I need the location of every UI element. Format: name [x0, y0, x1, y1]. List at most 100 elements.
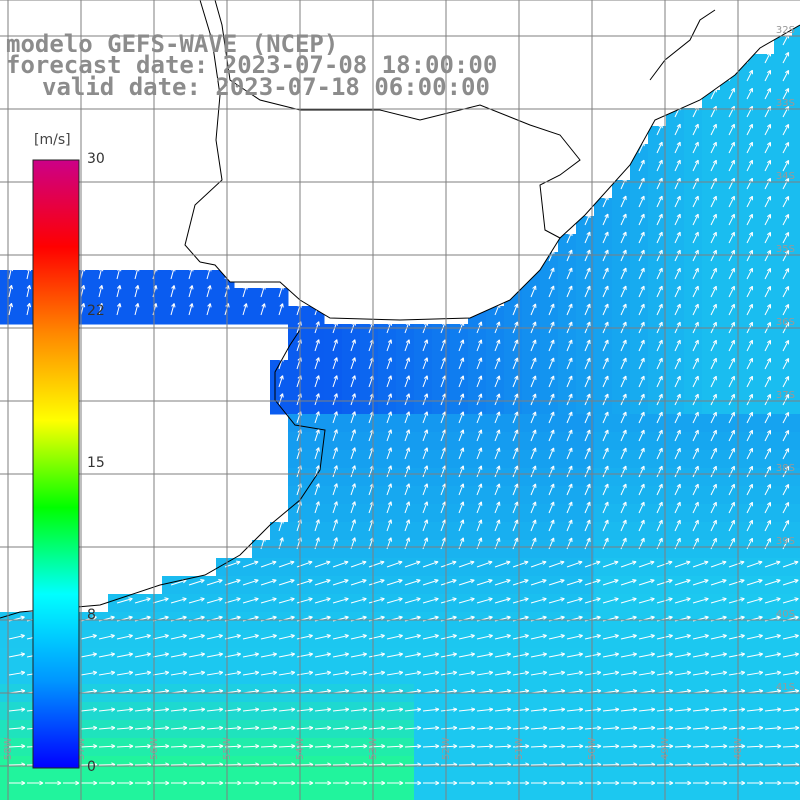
wind-arrow: [476, 465, 483, 478]
wind-cell: [414, 450, 433, 469]
wind-arrow: [656, 159, 663, 172]
wind-arrow: [314, 339, 320, 352]
wind-cell: [720, 216, 739, 235]
latitude-label: 33S: [776, 98, 795, 109]
wind-arrow: [368, 633, 385, 640]
wind-arrow: [566, 285, 573, 298]
wind-cell: [432, 414, 451, 433]
wind-cell: [666, 378, 685, 397]
wind-cell: [414, 396, 433, 415]
wind-cell: [792, 144, 800, 163]
wind-cell: [198, 270, 217, 289]
wind-cell: [702, 432, 721, 451]
wind-arrow: [674, 652, 692, 658]
wind-arrow: [242, 633, 259, 640]
wind-arrow: [584, 744, 602, 749]
wind-arrow: [710, 483, 717, 496]
wind-cell: [360, 486, 379, 505]
wind-cell: [738, 162, 757, 181]
wind-cell: [792, 54, 800, 73]
wind-cell: [414, 324, 433, 343]
wind-arrow: [458, 652, 476, 658]
wind-cell: [306, 378, 325, 397]
wind-arrow: [566, 560, 583, 568]
wind-arrow: [512, 519, 519, 532]
longitude-label: 55W: [222, 737, 233, 760]
wind-cell: [738, 360, 757, 379]
wind-arrow: [170, 597, 187, 604]
wind-cell: [630, 162, 649, 181]
wind-cell: [792, 342, 800, 361]
wind-arrow: [80, 652, 98, 658]
wind-arrow: [602, 267, 609, 280]
wind-arrow: [188, 285, 194, 298]
wind-cell: [774, 288, 793, 307]
wind-arrow: [116, 597, 133, 604]
wind-cell: [648, 414, 667, 433]
wind-arrow: [332, 411, 338, 424]
wind-arrow: [224, 707, 242, 712]
wind-cell: [612, 198, 631, 217]
wind-arrow: [674, 159, 681, 172]
wind-arrow: [116, 744, 134, 749]
wind-cell: [486, 504, 505, 523]
wind-arrow: [206, 285, 212, 298]
wind-cell: [414, 360, 433, 379]
wind-cell: [558, 792, 577, 800]
wind-cell: [396, 522, 415, 541]
wind-arrow: [494, 725, 512, 731]
wind-arrow: [620, 578, 637, 586]
wind-arrow: [512, 633, 529, 640]
wind-cell: [702, 522, 721, 541]
wind-cell: [468, 414, 487, 433]
wind-arrow: [8, 707, 26, 712]
wind-cell: [468, 378, 487, 397]
latitude-label: 35S: [776, 244, 795, 255]
wind-arrow: [656, 177, 663, 190]
wind-arrow: [674, 339, 681, 352]
wind-cell: [396, 342, 415, 361]
wind-arrow: [548, 483, 555, 496]
wind-cell: [666, 522, 685, 541]
wind-cell: [702, 504, 721, 523]
wind-cell: [720, 504, 739, 523]
wind-arrow: [566, 267, 573, 280]
wind-cell: [414, 522, 433, 541]
wind-arrow: [620, 375, 627, 388]
wind-arrow: [278, 303, 284, 316]
wind-arrow: [8, 652, 26, 658]
wind-cell: [576, 288, 595, 307]
wind-arrow: [206, 578, 223, 586]
wind-arrow: [476, 501, 483, 514]
wind-cell: [630, 792, 649, 800]
wind-arrow: [512, 725, 530, 731]
wind-cell: [702, 288, 721, 307]
wind-arrow: [494, 597, 511, 604]
wind-arrow: [548, 303, 555, 316]
wind-cell: [702, 108, 721, 127]
wind-cell: [540, 450, 559, 469]
wind-arrow: [98, 633, 115, 640]
wind-arrow: [782, 141, 790, 154]
wind-arrow: [710, 285, 717, 298]
wind-arrow: [602, 597, 619, 604]
wind-cell: [378, 378, 397, 397]
wind-cell: [612, 432, 631, 451]
wind-cell: [792, 270, 800, 289]
wind-arrow: [782, 69, 790, 82]
wind-cell: [612, 216, 631, 235]
wind-arrow: [386, 321, 393, 334]
wind-cell: [558, 288, 577, 307]
wind-cell: [360, 378, 379, 397]
wind-cell: [558, 396, 577, 415]
wind-cell: [648, 288, 667, 307]
wind-arrow: [566, 411, 573, 424]
wind-arrow: [350, 560, 367, 568]
wind-arrow: [566, 519, 573, 532]
wind-cell: [360, 432, 379, 451]
wind-cell: [594, 288, 613, 307]
wind-cell: [522, 342, 541, 361]
wind-arrow: [764, 393, 772, 406]
wind-arrow: [80, 670, 98, 676]
wind-arrow: [692, 670, 710, 676]
